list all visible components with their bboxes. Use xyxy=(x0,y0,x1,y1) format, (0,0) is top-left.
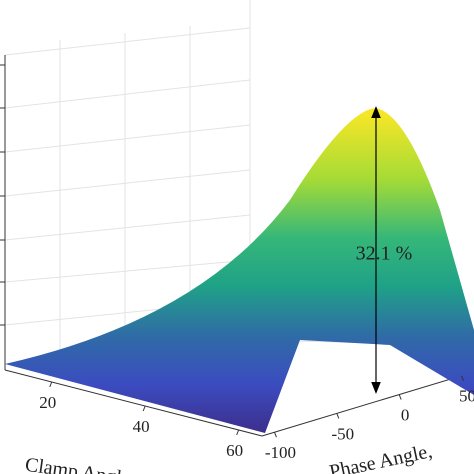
y-tick-label: -50 xyxy=(331,424,354,443)
y-axis-label: Phase Angle, xyxy=(327,440,434,474)
y-tick-label: 50 xyxy=(459,387,474,406)
x-tick xyxy=(49,381,53,388)
x-tick-label: 20 xyxy=(39,393,56,412)
y-tick xyxy=(336,413,340,419)
box xyxy=(0,0,474,437)
y-tick-label: 0 xyxy=(401,405,410,424)
x-tick xyxy=(142,405,146,412)
y-tick xyxy=(274,432,277,438)
y-tick xyxy=(461,375,464,381)
y-tick xyxy=(398,394,402,400)
x-tick-label: 40 xyxy=(133,417,150,436)
annotation: 32.1 % xyxy=(356,243,413,265)
x-tick xyxy=(236,429,240,436)
x-axis-label: Clamp Angle, α xyxy=(24,454,153,474)
y-tick-label: -100 xyxy=(265,443,296,462)
surface xyxy=(5,108,474,433)
x-tick-label: 60 xyxy=(226,441,243,460)
